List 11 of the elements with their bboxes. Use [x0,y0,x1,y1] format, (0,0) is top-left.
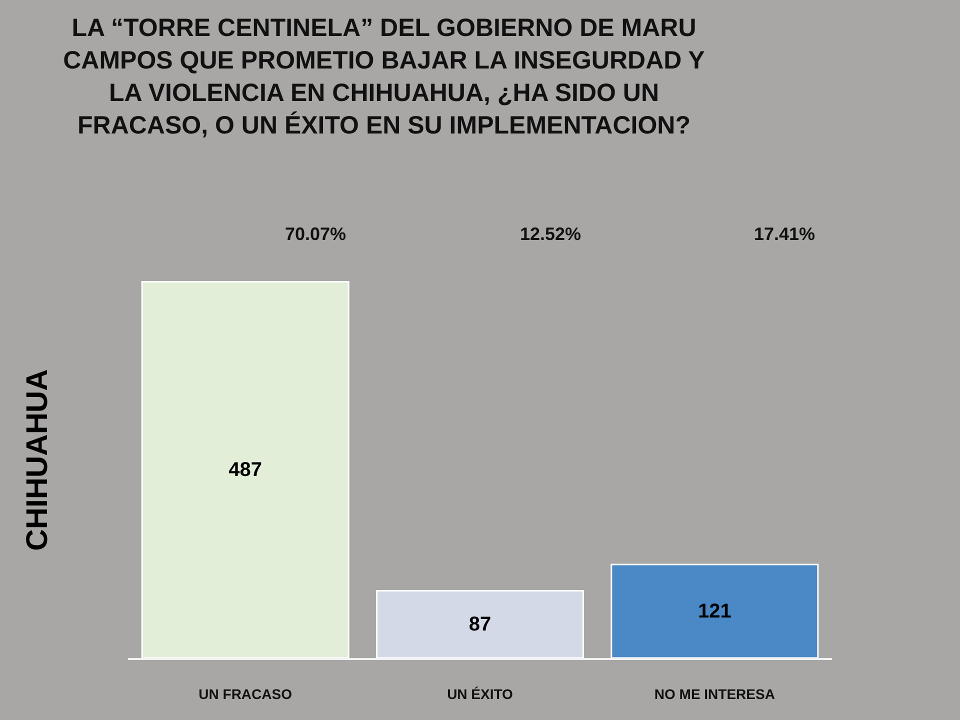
data-label: 87 [468,613,492,636]
x-tick-label: UN ÉXITO [447,686,514,702]
text: 17.41% [754,224,816,244]
data-label: 121 [698,600,732,622]
text: 12.52% [520,224,582,244]
y-axis-title: CHIHUAHUA [21,369,54,551]
x-tick-label: UN FRACASO [198,686,292,702]
text: 70.07% [285,224,346,244]
data-label: 487 [228,458,262,481]
x-tick-label: NO ME INTERESA [654,686,775,702]
chart-title: LA “TORRE CENTINELA” DEL GOBIERNO DE MARU CAMPOS QUE PROMETIO BAJAR LA INSEGURDAD Y LA VIOLENCIA EN CHIHUAHUA, ¿HA SIDO UN FRACASO, O UN ÉXITO EN SU IMPLEMENTACION? [63,14,706,140]
